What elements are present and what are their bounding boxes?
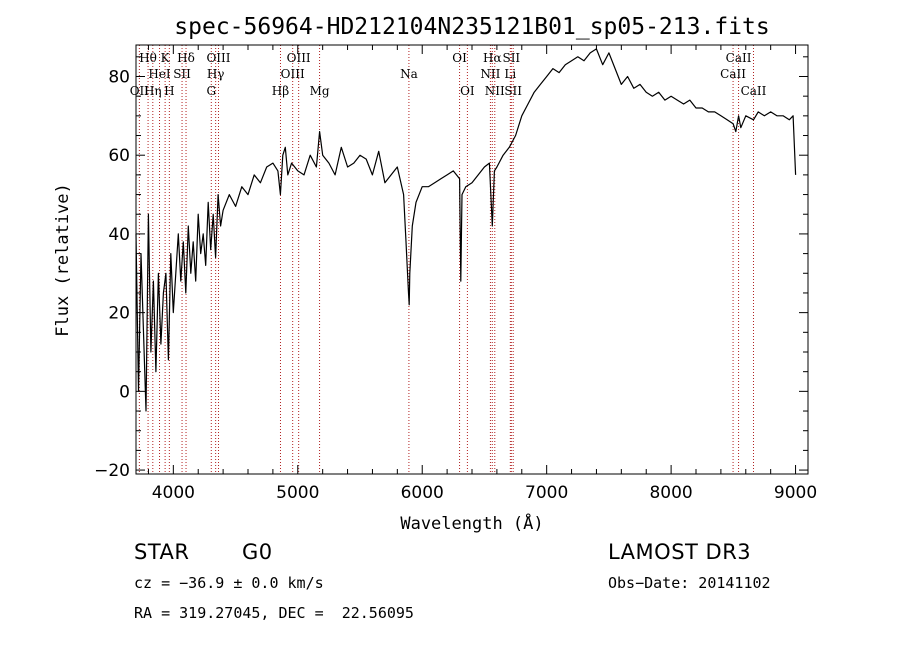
x-tick-label: 9000 xyxy=(774,483,817,503)
spectral-line-label: CaII xyxy=(741,84,767,98)
spectral-line-label: Hγ xyxy=(207,67,225,81)
spectral-line-label: CaII xyxy=(726,51,752,65)
spectral-line-label: Hη xyxy=(144,84,162,98)
spectral-line-label: SII xyxy=(504,84,522,98)
x-tick-label: 5000 xyxy=(276,483,319,503)
spectral-line-label: OIII xyxy=(281,67,305,81)
survey-name: LAMOST DR3 xyxy=(608,540,752,564)
spectral-line-label: SII xyxy=(502,51,520,65)
spectral-line-label: NII xyxy=(480,67,500,81)
plot-frame xyxy=(135,44,809,475)
x-tick-label: 6000 xyxy=(401,483,444,503)
spectral-line-label: Hβ xyxy=(272,84,289,98)
x-tick-label: 7000 xyxy=(525,483,568,503)
spectral-line-label: SII xyxy=(173,67,191,81)
spectral-line-label: Hθ xyxy=(139,51,157,65)
spectral-line-label: HeI xyxy=(148,67,171,81)
object-class: STAR xyxy=(134,540,190,564)
spectral-line-label: OIII xyxy=(206,51,230,65)
spectral-line-label: Hδ xyxy=(177,51,195,65)
spectral-line-label: OIII xyxy=(287,51,311,65)
spectral-line-label: Mg xyxy=(310,84,330,98)
ra-dec: RA = 319.27045, DEC = 22.56095 xyxy=(134,604,414,622)
y-tick-label: 80 xyxy=(108,67,130,87)
x-tick-labels: 4000 5000 6000 7000 8000 9000 xyxy=(152,483,817,503)
y-tick-label: 20 xyxy=(108,304,130,324)
redshift-cz: cz = −36.9 ± 0.0 km/s xyxy=(134,574,324,592)
spectral-line-label: K xyxy=(161,51,171,65)
spectral-line-label: H xyxy=(164,84,174,98)
x-axis-title: Wavelength (Å) xyxy=(400,512,543,534)
y-tick-label: 60 xyxy=(108,146,130,166)
spectral-line-label: Na xyxy=(400,67,418,81)
x-tick-label: 8000 xyxy=(649,483,692,503)
flux-series xyxy=(135,48,797,412)
y-tick-label: 40 xyxy=(108,225,130,245)
spectral-line-markers xyxy=(138,45,754,474)
y-tick-label: −20 xyxy=(94,461,130,481)
spectral-line-label: Hα xyxy=(483,51,502,65)
x-tick-label: 4000 xyxy=(152,483,195,503)
spectral-line-label: NII xyxy=(485,84,505,98)
spectral-line-label: OI xyxy=(460,84,475,98)
y-tick-labels: −20 0 20 40 60 80 xyxy=(94,67,130,481)
spectral-line-label: G xyxy=(206,84,216,98)
y-axis-title: Flux (relative) xyxy=(53,183,73,337)
flux-line xyxy=(135,48,797,412)
observation-date: Obs−Date: 20141102 xyxy=(608,574,771,592)
spectral-line-label: Li xyxy=(504,67,516,81)
y-tick-label: 0 xyxy=(119,382,130,402)
chart-title: spec-56964-HD212104N235121B01_sp05-213.f… xyxy=(174,14,769,40)
object-subclass: G0 xyxy=(242,540,273,564)
spectral-line-label: OI xyxy=(452,51,467,65)
axis-ticks xyxy=(136,45,808,474)
spectral-line-label: CaII xyxy=(720,67,746,81)
spectral-line-label: OII xyxy=(130,84,150,98)
